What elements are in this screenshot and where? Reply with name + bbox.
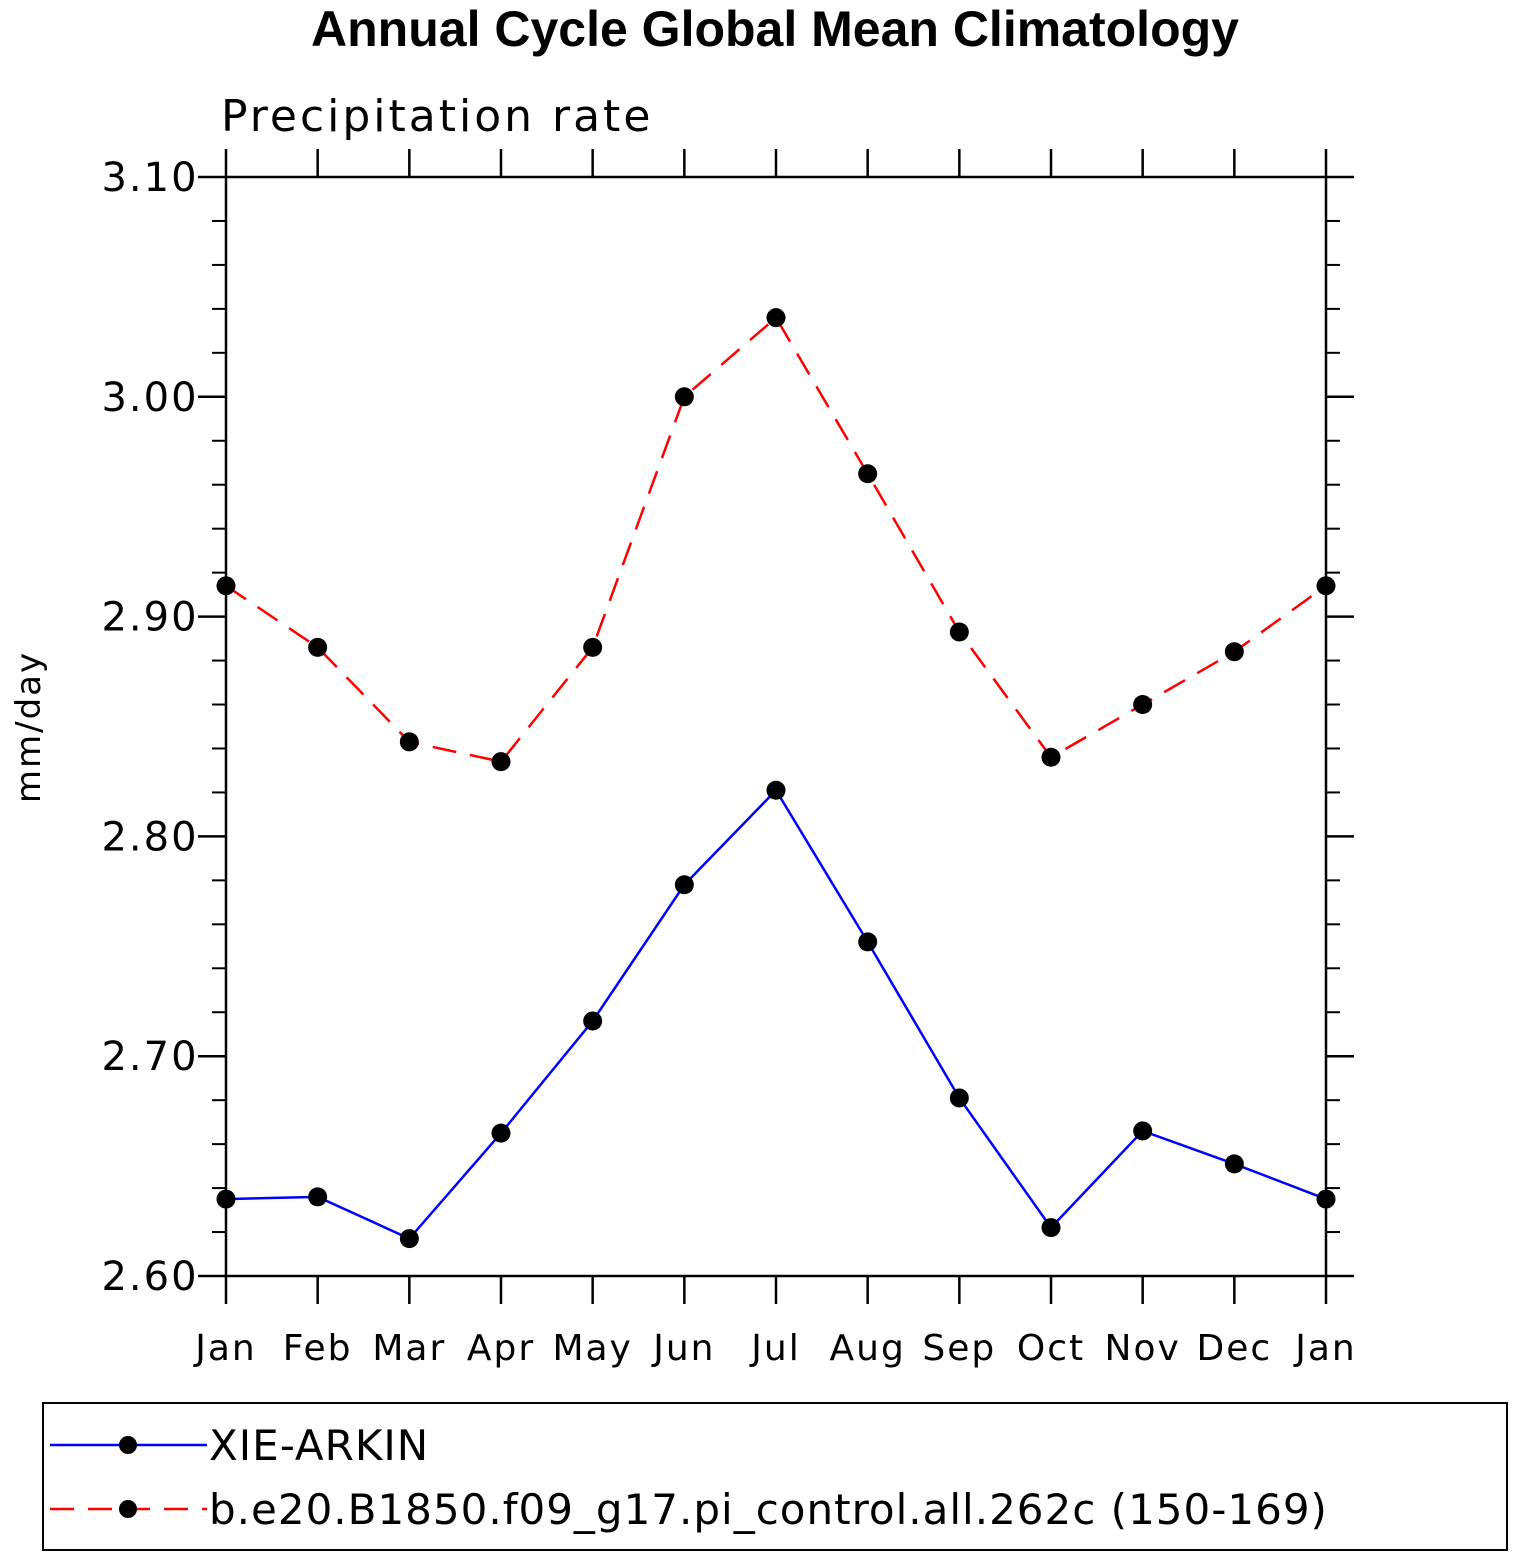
chart-subtitle: Precipitation rate bbox=[221, 91, 653, 142]
x-tick-label: Jan bbox=[193, 1328, 257, 1369]
series-1-point bbox=[308, 637, 328, 657]
series-0-point bbox=[1224, 1154, 1244, 1174]
legend-item-model: b.e20.B1850.f09_g17.pi_control.all.262c … bbox=[50, 1485, 1328, 1534]
legend-box bbox=[42, 1402, 1508, 1551]
y-tick-label: 2.90 bbox=[101, 595, 198, 641]
series-1-point bbox=[583, 637, 603, 657]
x-tick-label: Oct bbox=[1017, 1328, 1085, 1369]
chart-title: Annual Cycle Global Mean Climatology bbox=[311, 1, 1239, 57]
axis-labels-layer: Jan Feb Mar Apr May Jun Jul Aug Sep Oct Nov Dec Jan 2… bbox=[101, 155, 1357, 1369]
series-layer bbox=[216, 308, 1336, 1249]
series-0-point bbox=[399, 1229, 419, 1249]
y-tick-label: 3.00 bbox=[101, 375, 198, 421]
series-line-0 bbox=[225, 788, 1327, 1241]
series-0-point bbox=[1133, 1121, 1153, 1141]
y-axis-label: mm/day bbox=[9, 651, 49, 803]
y-tick-label: 2.70 bbox=[101, 1034, 198, 1080]
x-tick-label: Nov bbox=[1105, 1328, 1181, 1369]
legend-item-xie-arkin: XIE-ARKIN bbox=[50, 1421, 429, 1470]
series-1-point bbox=[949, 622, 969, 642]
series-0-point bbox=[858, 932, 878, 952]
x-tick-label: Jan bbox=[1293, 1328, 1357, 1369]
series-0-point bbox=[491, 1123, 511, 1143]
ticks-layer bbox=[198, 149, 1354, 1304]
series-1-point bbox=[491, 752, 511, 772]
series-1-point bbox=[1133, 695, 1153, 715]
series-1-point bbox=[399, 732, 419, 752]
series-0-point bbox=[674, 875, 694, 895]
series-0-point bbox=[766, 780, 786, 800]
x-tick-label: Aug bbox=[830, 1328, 906, 1369]
series-0-point bbox=[583, 1011, 603, 1031]
legend-label-model: b.e20.B1850.f09_g17.pi_control.all.262c … bbox=[209, 1485, 1328, 1534]
series-0-point bbox=[949, 1088, 969, 1108]
legend-marker-model bbox=[119, 1500, 137, 1518]
series-1-point bbox=[1224, 642, 1244, 662]
series-1-point bbox=[766, 308, 786, 328]
x-tick-label: Sep bbox=[922, 1328, 996, 1369]
series-1-point bbox=[674, 387, 694, 407]
x-tick-label: Mar bbox=[372, 1328, 446, 1369]
series-line-1 bbox=[225, 315, 1327, 764]
x-tick-label: Jun bbox=[651, 1328, 715, 1369]
series-0-point bbox=[1041, 1218, 1061, 1238]
legend: XIE-ARKIN b.e20.B1850.f09_g17.pi_control… bbox=[42, 1402, 1508, 1551]
y-tick-label: 3.10 bbox=[101, 155, 198, 201]
x-tick-label: Apr bbox=[467, 1328, 535, 1369]
x-tick-label: May bbox=[552, 1328, 632, 1369]
x-tick-label: Jul bbox=[749, 1328, 800, 1369]
y-tick-label: 2.60 bbox=[101, 1254, 198, 1300]
series-1-point bbox=[1041, 747, 1061, 767]
y-tick-label: 2.80 bbox=[101, 814, 198, 860]
series-0-point bbox=[308, 1187, 328, 1207]
plot-frame bbox=[224, 175, 1328, 1278]
legend-marker-xie-arkin bbox=[119, 1436, 137, 1454]
x-tick-label: Dec bbox=[1196, 1328, 1272, 1369]
series-1-point bbox=[858, 464, 878, 484]
x-tick-label: Feb bbox=[283, 1328, 353, 1369]
legend-label-xie-arkin: XIE-ARKIN bbox=[209, 1421, 429, 1470]
